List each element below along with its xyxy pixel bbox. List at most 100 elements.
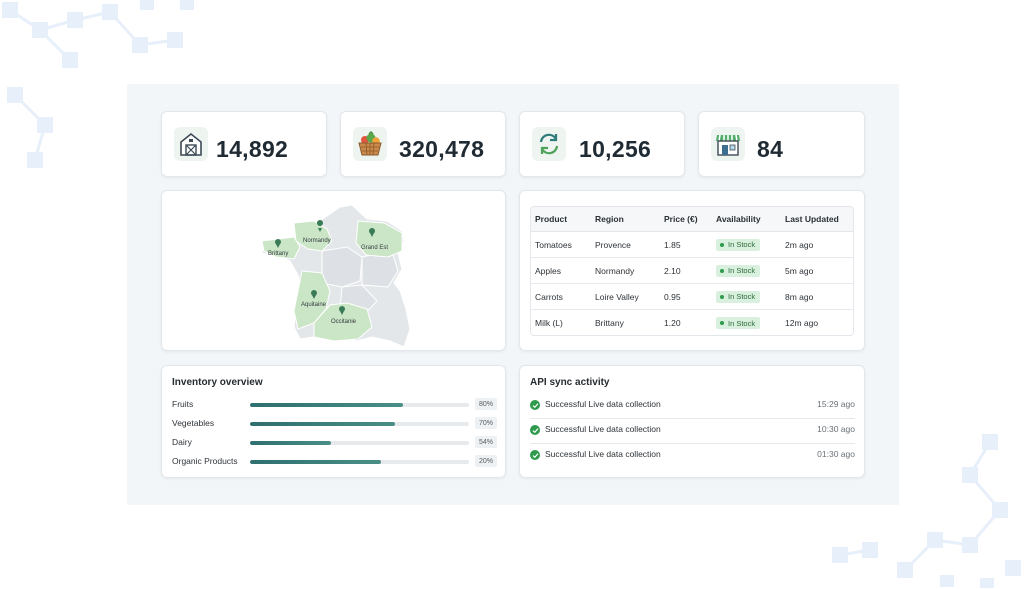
cell-availability: In Stock [716, 284, 761, 309]
france-map: Normandy Grand Est Brittany Aquitaine Oc… [261, 204, 411, 348]
products-table-card: Product Region Price (€) Availability La… [519, 190, 865, 351]
cell-price: 2.10 [664, 265, 681, 276]
cell-region: Provence [595, 239, 631, 250]
inventory-item-label: Vegetables [172, 418, 215, 428]
barn-icon [174, 127, 208, 161]
activity-message: Successful Live data collection [545, 399, 661, 409]
stat-card-markets: 84 [698, 111, 865, 177]
progress-fill [250, 460, 382, 464]
percent-badge: 54% [475, 436, 497, 448]
map-label-brittany: Brittany [268, 251, 288, 257]
stat-value: 10,256 [579, 136, 652, 162]
inventory-overview-card: Inventory overview Fruits 80% Vegetables… [161, 365, 506, 478]
map-pin-icon [317, 220, 324, 232]
column-header-availability[interactable]: Availability [716, 214, 761, 224]
status-dot-icon [720, 294, 724, 299]
map-label-normandy: Normandy [303, 238, 331, 244]
column-header-last-updated[interactable]: Last Updated [785, 214, 839, 224]
map-pin-icon [339, 306, 345, 315]
progress-track [250, 422, 469, 426]
cell-region: Normandy [595, 265, 635, 276]
inventory-item: Organic Products 20% [172, 455, 497, 469]
table-row[interactable]: Tomatoes Provence 1.85 In Stock 2m ago [531, 232, 853, 258]
cell-price: 1.85 [664, 239, 681, 250]
inventory-item: Fruits 80% [172, 398, 497, 412]
status-badge: In Stock [716, 264, 761, 277]
status-dot-icon [720, 242, 724, 247]
status-dot-icon [720, 268, 724, 273]
api-sync-activity-card: API sync activity Successful Live data c… [519, 365, 865, 478]
cell-region: Loire Valley [595, 291, 639, 302]
activity-item: Successful Live data collection 01:30 ag… [530, 444, 855, 469]
cell-last-updated: 5m ago [785, 265, 814, 276]
cell-last-updated: 2m ago [785, 239, 814, 250]
progress-fill [250, 422, 395, 426]
map-label-grand-est: Grand Est [361, 245, 388, 251]
status-badge-label: In Stock [728, 292, 756, 301]
column-header-price[interactable]: Price (€) [664, 214, 698, 224]
cell-price: 0.95 [664, 291, 681, 302]
check-circle-icon [530, 450, 540, 460]
cell-availability: In Stock [716, 310, 761, 335]
map-pin-icon [311, 290, 317, 299]
column-header-region[interactable]: Region [595, 214, 624, 224]
inventory-title: Inventory overview [172, 377, 263, 388]
activity-time: 01:30 ago [817, 449, 855, 459]
table-row[interactable]: Apples Normandy 2.10 In Stock 5m ago [531, 258, 853, 284]
inventory-item-label: Dairy [172, 437, 192, 447]
api-sync-title: API sync activity [530, 377, 610, 388]
cell-product: Apples [535, 265, 561, 276]
status-badge-label: In Stock [728, 240, 756, 249]
map-pin-icon [275, 239, 281, 248]
inventory-item-label: Organic Products [172, 456, 238, 466]
table-header: Product Region Price (€) Availability La… [531, 207, 853, 232]
stat-value: 84 [757, 136, 784, 162]
status-badge: In Stock [716, 290, 761, 303]
table-row[interactable]: Milk (L) Brittany 1.20 In Stock 12m ago [531, 310, 853, 335]
market-stall-icon [711, 127, 745, 161]
table-row[interactable]: Carrots Loire Valley 0.95 In Stock 8m ag… [531, 284, 853, 310]
stat-value: 320,478 [399, 136, 485, 162]
cell-availability: In Stock [716, 258, 761, 283]
inventory-item: Dairy 54% [172, 436, 497, 450]
stat-value: 14,892 [216, 136, 289, 162]
progress-track [250, 441, 469, 445]
check-circle-icon [530, 400, 540, 410]
regions-map-card: Normandy Grand Est Brittany Aquitaine Oc… [161, 190, 506, 351]
cell-product: Milk (L) [535, 318, 563, 328]
products-table: Product Region Price (€) Availability La… [530, 206, 854, 336]
status-badge-label: In Stock [728, 266, 756, 275]
cell-last-updated: 8m ago [785, 291, 814, 302]
check-circle-icon [530, 425, 540, 435]
activity-item: Successful Live data collection 10:30 ag… [530, 419, 855, 444]
progress-track [250, 403, 469, 407]
cell-last-updated: 12m ago [785, 318, 819, 328]
map-pin-icon [369, 228, 375, 237]
activity-time: 15:29 ago [817, 399, 855, 409]
status-badge-label: In Stock [728, 318, 756, 328]
status-badge: In Stock [716, 238, 761, 251]
map-label-occitanie: Occitanie [331, 319, 357, 325]
percent-badge: 70% [475, 417, 497, 429]
cell-availability: In Stock [716, 232, 761, 257]
progress-track [250, 460, 469, 464]
stat-card-farms: 14,892 [161, 111, 327, 177]
activity-message: Successful Live data collection [545, 449, 661, 459]
cell-product: Tomatoes [535, 239, 572, 250]
percent-badge: 80% [475, 398, 497, 410]
column-header-product[interactable]: Product [535, 214, 568, 224]
inventory-item-label: Fruits [172, 399, 194, 409]
percent-badge: 20% [475, 455, 497, 467]
activity-item: Successful Live data collection 15:29 ag… [530, 394, 855, 419]
cell-price: 1.20 [664, 318, 681, 328]
sync-icon [532, 127, 566, 161]
status-dot-icon [720, 321, 724, 325]
progress-fill [250, 403, 404, 407]
inventory-item: Vegetables 70% [172, 417, 497, 431]
cell-region: Brittany [595, 318, 624, 328]
stat-card-products: 320,478 [340, 111, 506, 177]
progress-fill [250, 441, 332, 445]
activity-time: 10:30 ago [817, 424, 855, 434]
map-label-aquitaine: Aquitaine [301, 302, 327, 308]
activity-message: Successful Live data collection [545, 424, 661, 434]
